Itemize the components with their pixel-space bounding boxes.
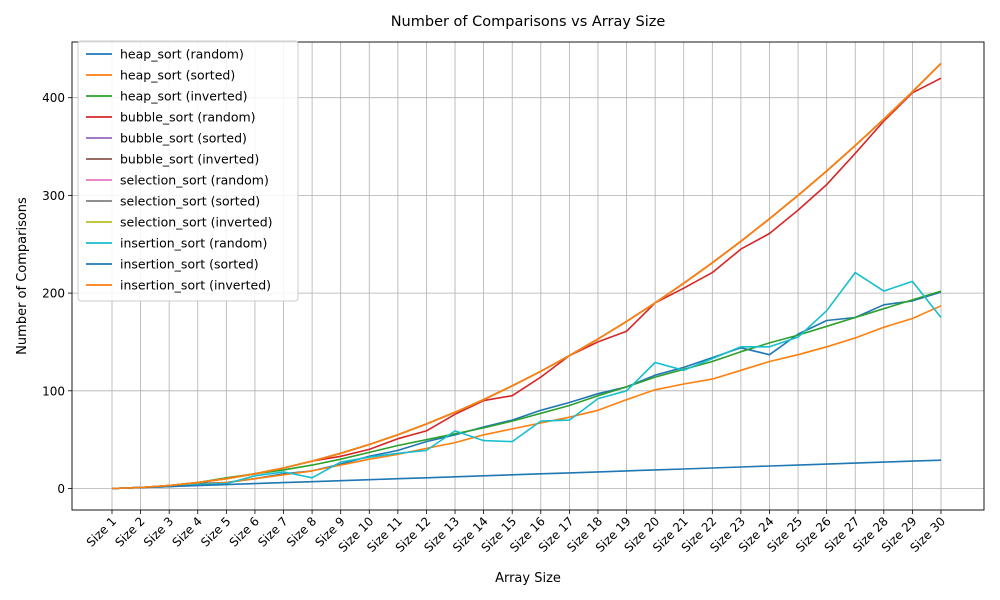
y-axis-ticks: 0 100 200 300 400 <box>42 91 72 496</box>
y-axis-label: Number of Comparisons <box>15 197 30 355</box>
legend-label: bubble_sort (sorted) <box>120 131 247 146</box>
legend-label: insertion_sort (inverted) <box>120 278 271 293</box>
series-line-2 <box>111 305 942 490</box>
series-lines <box>111 62 942 490</box>
legend-label: heap_sort (inverted) <box>120 89 248 104</box>
legend-label: heap_sort (sorted) <box>120 68 235 83</box>
plot-frame <box>71 41 985 511</box>
y-tick-label: 100 <box>42 384 65 398</box>
chart-title: Number of Comparisons vs Array Size <box>391 14 666 30</box>
x-axis-label: Array Size <box>495 571 561 586</box>
y-tick-label: 200 <box>42 287 65 301</box>
legend-label: insertion_sort (sorted) <box>120 257 259 272</box>
legend-label: selection_sort (inverted) <box>120 215 273 230</box>
series-line-11 <box>111 459 942 490</box>
legend-label: bubble_sort (inverted) <box>120 152 259 167</box>
y-tick-label: 400 <box>42 91 65 105</box>
legend-label: insertion_sort (random) <box>120 236 267 251</box>
legend: heap_sort (random) heap_sort (sorted) heap… <box>77 40 299 302</box>
y-tick-label: 0 <box>57 482 65 496</box>
y-tick-label: 300 <box>42 189 65 203</box>
legend-label: selection_sort (sorted) <box>120 194 260 209</box>
legend-label: selection_sort (random) <box>120 173 269 188</box>
series-line-10 <box>111 271 942 490</box>
legend-label: heap_sort (random) <box>120 47 244 62</box>
legend-label: bubble_sort (random) <box>120 110 256 125</box>
legend-box <box>77 40 299 302</box>
series-line-12 <box>111 62 942 490</box>
